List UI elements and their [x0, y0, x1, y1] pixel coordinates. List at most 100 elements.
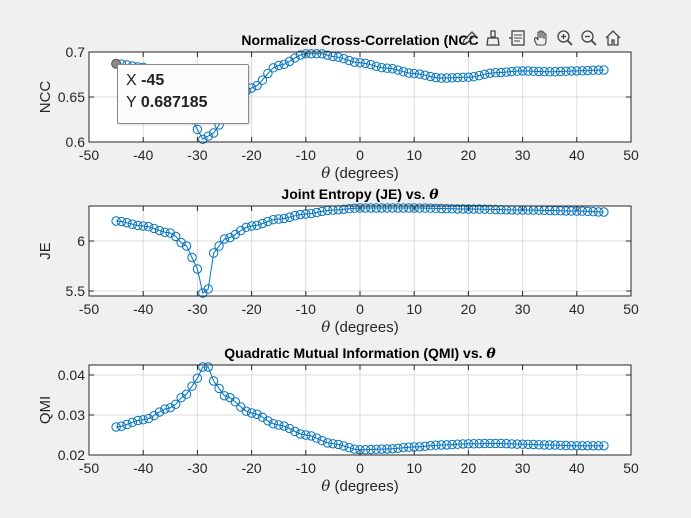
x-tick-label: -50: [79, 460, 99, 476]
data-point: [339, 441, 349, 451]
data-point: [284, 56, 295, 67]
data-point: [512, 66, 522, 76]
x-tick-label: 20: [461, 147, 477, 163]
x-axis-label: θ (degrees): [321, 477, 398, 495]
pan-icon[interactable]: [530, 27, 552, 49]
data-point: [241, 222, 251, 233]
zoom-in-icon[interactable]: [554, 27, 576, 49]
x-tick-label: -30: [187, 147, 207, 163]
data-point: [398, 203, 409, 213]
x-tick-label: -30: [187, 460, 207, 476]
subplot-2: -50 -40 -30 -20 -10 0 10 20 30 40 50 5.5 6 θ (degrees…: [37, 186, 639, 336]
home-icon[interactable]: [602, 27, 624, 49]
data-point: [593, 207, 604, 217]
x-tick-label: 10: [406, 460, 422, 476]
data-point: [279, 213, 289, 224]
data-point: [301, 430, 311, 440]
data-point: [203, 284, 213, 294]
data-point: [366, 60, 376, 70]
y-tick-label: 0.04: [58, 367, 85, 383]
data-point: [409, 203, 419, 213]
y-tick-label: 6: [77, 233, 85, 249]
y-tick-label: 0.03: [58, 407, 85, 423]
data-point: [507, 66, 517, 77]
data-point: [241, 406, 251, 416]
data-point: [333, 439, 344, 450]
x-tick-label: 40: [569, 301, 585, 317]
data-point: [111, 216, 121, 226]
data-point: [165, 403, 176, 413]
data-point: [398, 66, 409, 77]
data-point: [458, 72, 468, 82]
y-axis-label: JE: [37, 242, 54, 260]
data-point: [404, 203, 414, 213]
data-point: [528, 439, 539, 450]
data-point: [355, 203, 365, 213]
data-point: [344, 55, 354, 66]
data-point: [485, 68, 495, 78]
data-point: [376, 62, 387, 73]
data-point: [143, 413, 154, 424]
data-point: [458, 439, 468, 449]
data-point: [414, 69, 425, 79]
data-point: [176, 393, 186, 403]
data-point: [192, 373, 203, 383]
data-point: [501, 438, 512, 449]
data-point: [387, 203, 398, 213]
datatip-y-row: Y 0.687185: [126, 94, 208, 112]
x-tick-label: 20: [461, 301, 477, 317]
brush-icon[interactable]: [482, 27, 504, 49]
data-point: [420, 441, 430, 451]
data-point: [344, 442, 354, 453]
data-point: [382, 444, 392, 454]
data-point: [122, 419, 132, 430]
data-point: [317, 436, 327, 446]
data-point: [582, 206, 593, 217]
data-point: [479, 438, 490, 449]
data-point: [496, 67, 506, 78]
data-point: [317, 206, 327, 217]
x-tick-label: -30: [187, 301, 207, 317]
data-point: [404, 442, 414, 452]
data-point: [599, 207, 609, 217]
data-point: [387, 64, 398, 74]
data-point: [236, 225, 246, 236]
data-point: [279, 59, 289, 69]
x-tick-label: 0: [356, 147, 364, 163]
data-point: [588, 65, 598, 76]
datatip[interactable]: X -45 Y 0.687185: [117, 64, 249, 124]
zoom-out-icon[interactable]: [578, 27, 600, 49]
x-axis-label: θ (degrees): [321, 318, 398, 336]
data-point: [404, 68, 414, 78]
data-point: [371, 61, 381, 71]
data-point: [274, 214, 284, 224]
data-point: [339, 54, 349, 64]
x-tick-label: 30: [515, 147, 531, 163]
data-point: [566, 441, 577, 451]
data-point: [577, 206, 587, 216]
data-point: [333, 52, 344, 62]
data-point: [344, 204, 354, 214]
data-point: [203, 362, 213, 372]
data-point: [290, 211, 300, 221]
x-tick-label: 50: [623, 460, 639, 476]
datatip-icon[interactable]: [506, 27, 528, 49]
data-point: [252, 80, 262, 91]
datatip-x-label: X: [126, 72, 137, 89]
data-point: [447, 73, 457, 83]
data-point: [447, 204, 457, 214]
data-point: [203, 131, 213, 141]
data-point: [545, 67, 555, 77]
pen-icon[interactable]: [458, 27, 480, 49]
data-point: [366, 203, 376, 213]
x-tick-label: -40: [133, 147, 153, 163]
x-tick-label: -20: [241, 460, 261, 476]
data-point: [490, 68, 501, 78]
data-point: [274, 60, 284, 71]
chart-title: Joint Entropy (JE) vs. θ: [281, 186, 439, 203]
data-point: [208, 376, 219, 386]
x-tick-label: 0: [356, 460, 364, 476]
data-point: [171, 231, 181, 242]
data-point: [458, 204, 468, 214]
data-point: [436, 203, 446, 214]
